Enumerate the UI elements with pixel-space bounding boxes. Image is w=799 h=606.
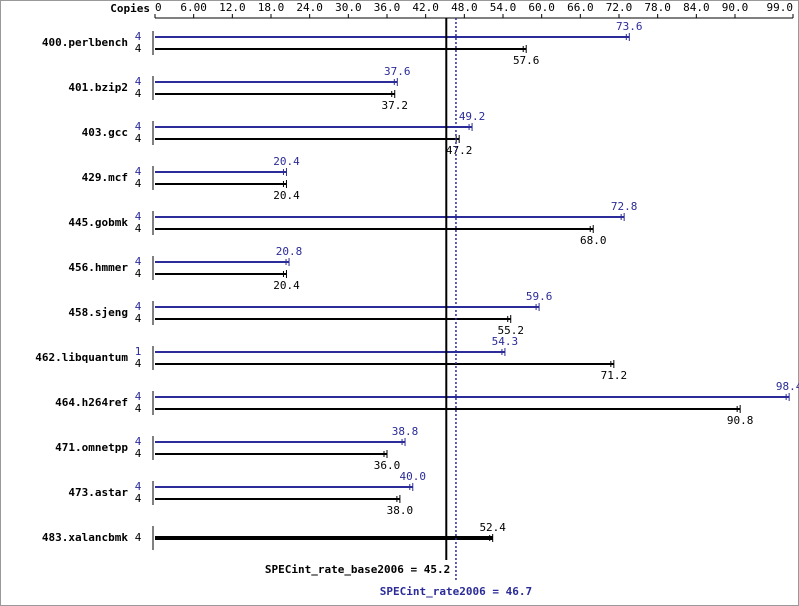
- x-tick-label: 78.0: [644, 1, 671, 14]
- reference-label: SPECint_rate_base2006 = 45.2: [265, 563, 450, 576]
- x-tick-label: 30.0: [335, 1, 362, 14]
- benchmark-label: 403.gcc: [82, 126, 128, 139]
- x-tick-label: 48.0: [451, 1, 478, 14]
- value-label: 98.4: [776, 380, 799, 393]
- value-label: 59.6: [526, 290, 553, 303]
- value-label: 71.2: [601, 369, 628, 382]
- benchmark-label: 473.astar: [68, 486, 128, 499]
- benchmark-label: 400.perlbench: [42, 36, 128, 49]
- x-tick-label: 99.0: [767, 1, 794, 14]
- copies: 4: [135, 357, 142, 370]
- value-label: 55.2: [497, 324, 524, 337]
- reference-label: SPECint_rate2006 = 46.7: [380, 585, 532, 598]
- copies: 4: [135, 30, 142, 43]
- benchmark-label: 464.h264ref: [55, 396, 128, 409]
- value-label: 20.4: [273, 155, 300, 168]
- value-label: 38.8: [392, 425, 419, 438]
- benchmark-label: 483.xalancbmk: [42, 531, 128, 544]
- x-tick-label: 90.0: [722, 1, 749, 14]
- copies: 4: [135, 267, 142, 280]
- value-label: 68.0: [580, 234, 607, 247]
- benchmark-label: 456.hmmer: [68, 261, 128, 274]
- benchmark-label: 401.bzip2: [68, 81, 128, 94]
- value-label: 72.8: [611, 200, 638, 213]
- value-label: 37.6: [384, 65, 411, 78]
- copies: 4: [135, 312, 142, 325]
- x-tick-label: 6.00: [180, 1, 207, 14]
- x-tick-label: 66.0: [567, 1, 594, 14]
- copies: 4: [135, 300, 142, 313]
- x-tick-label: 84.0: [683, 1, 710, 14]
- copies: 4: [135, 492, 142, 505]
- benchmark-label: 471.omnetpp: [55, 441, 128, 454]
- copies: 4: [135, 255, 142, 268]
- copies: 4: [135, 42, 142, 55]
- copies: 4: [135, 165, 142, 178]
- value-label: 20.4: [273, 189, 300, 202]
- copies-header: Copies: [110, 2, 150, 15]
- x-tick-label: 72.0: [606, 1, 633, 14]
- x-tick-label: 12.0: [219, 1, 246, 14]
- value-label: 52.4: [479, 521, 506, 534]
- copies: 4: [135, 402, 142, 415]
- x-tick-label: 54.0: [490, 1, 517, 14]
- x-tick-label: 24.0: [296, 1, 323, 14]
- copies: 4: [135, 390, 142, 403]
- value-label: 38.0: [387, 504, 414, 517]
- copies: 4: [135, 120, 142, 133]
- copies: 4: [135, 75, 142, 88]
- benchmark-label: 458.sjeng: [68, 306, 128, 319]
- x-tick-label: 60.0: [528, 1, 555, 14]
- copies: 4: [135, 177, 142, 190]
- x-tick-label: 42.0: [412, 1, 439, 14]
- value-label: 73.6: [616, 20, 643, 33]
- value-label: 20.8: [276, 245, 303, 258]
- copies: 4: [135, 132, 142, 145]
- copies: 4: [135, 447, 142, 460]
- value-label: 40.0: [400, 470, 427, 483]
- copies: 4: [135, 210, 142, 223]
- benchmark-label: 462.libquantum: [35, 351, 128, 364]
- copies: 4: [135, 222, 142, 235]
- copies: 4: [135, 87, 142, 100]
- x-tick-label: 18.0: [258, 1, 285, 14]
- copies: 4: [135, 435, 142, 448]
- value-label: 20.4: [273, 279, 300, 292]
- benchmark-label: 429.mcf: [82, 171, 128, 184]
- x-tick-label: 36.0: [374, 1, 401, 14]
- benchmark-label: 445.gobmk: [68, 216, 128, 229]
- value-label: 37.2: [381, 99, 408, 112]
- value-label: 49.2: [459, 110, 486, 123]
- copies: 1: [135, 345, 142, 358]
- x-tick-label: 0: [155, 1, 162, 14]
- value-label: 90.8: [727, 414, 754, 427]
- copies: 4: [135, 480, 142, 493]
- value-label: 36.0: [374, 459, 401, 472]
- value-label: 47.2: [446, 144, 473, 157]
- value-label: 54.3: [492, 335, 519, 348]
- value-label: 57.6: [513, 54, 540, 67]
- copies: 4: [135, 531, 142, 544]
